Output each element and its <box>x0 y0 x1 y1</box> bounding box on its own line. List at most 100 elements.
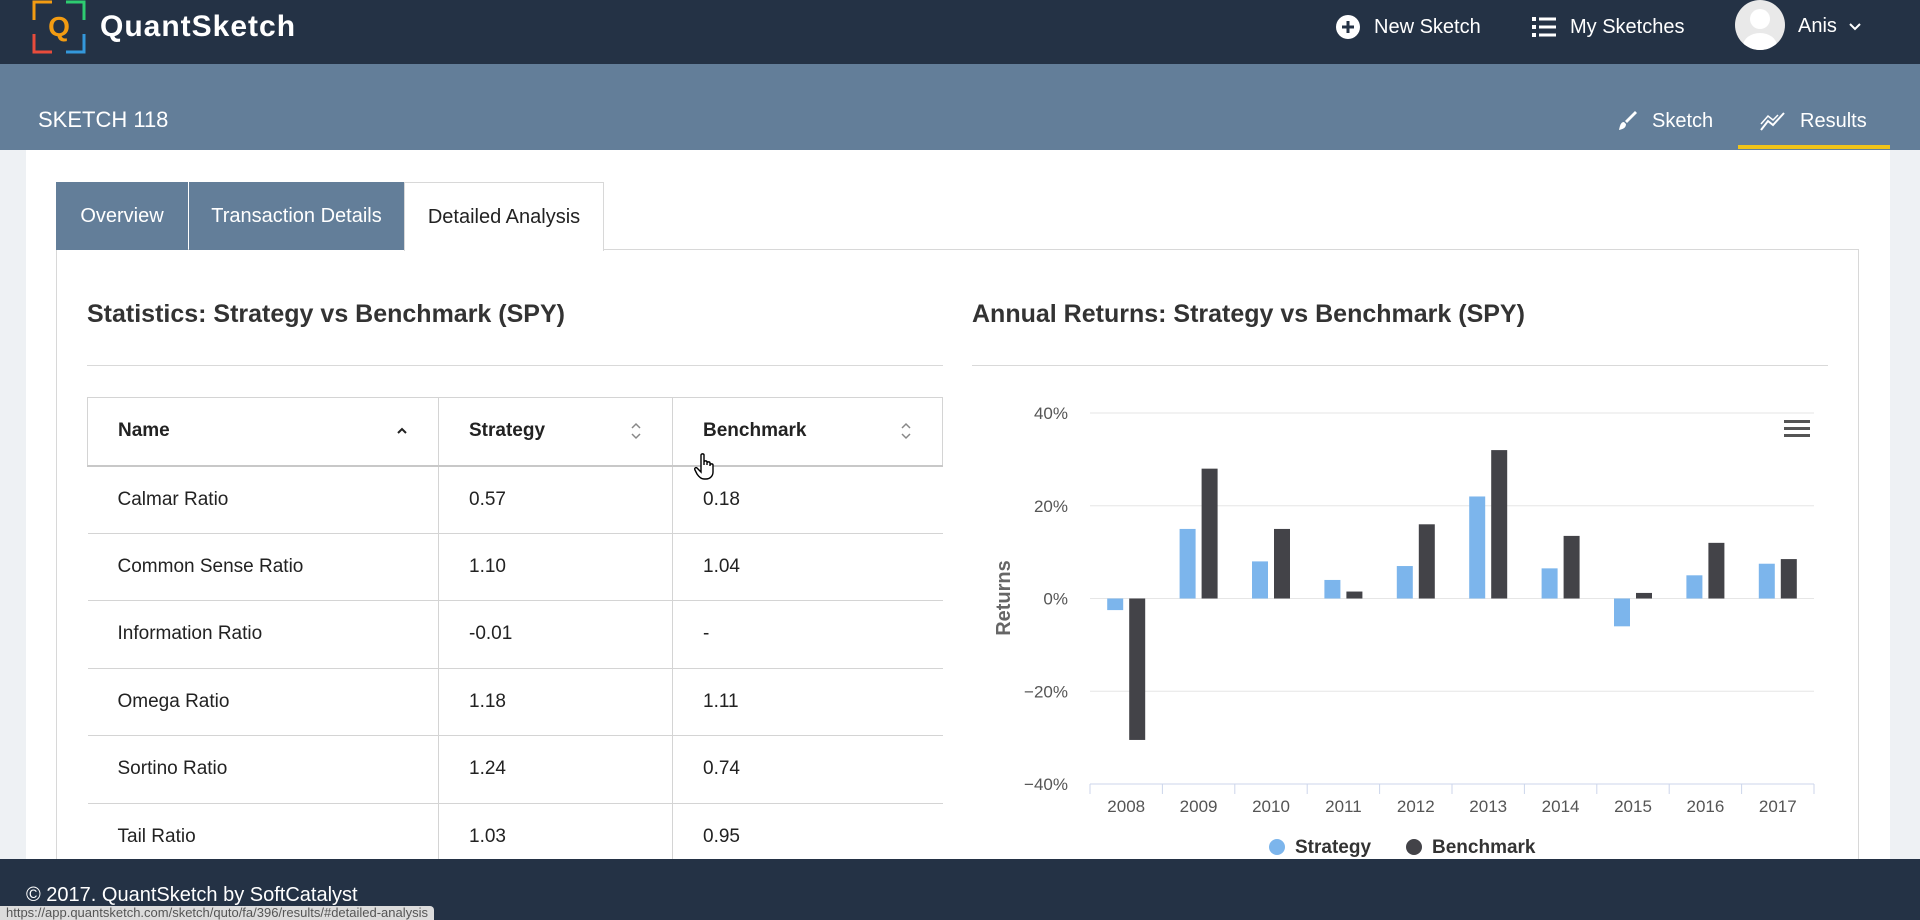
bar-benchmark-2013[interactable] <box>1491 450 1508 599</box>
column-header-name[interactable]: Name <box>87 397 439 467</box>
bar-benchmark-2015[interactable] <box>1636 592 1652 599</box>
legend-swatch <box>1269 839 1285 855</box>
bar-benchmark-2010[interactable] <box>1274 528 1290 599</box>
legend-label: Benchmark <box>1432 837 1536 858</box>
tab-sketch-label: Sketch <box>1652 109 1714 132</box>
hand-pointer-icon <box>694 453 714 480</box>
cell-name: Common Sense Ratio <box>87 532 439 601</box>
my-sketches-label: My Sketches <box>1570 15 1685 38</box>
y-tick-label: −40% <box>1024 775 1068 794</box>
chart-bars <box>1107 450 1797 740</box>
chart-legend: Strategy Benchmark <box>1269 837 1536 858</box>
table-row: Omega Ratio 1.18 1.11 <box>87 667 943 736</box>
x-tick-label: 2017 <box>1759 797 1797 816</box>
table-row: Sortino Ratio 1.24 0.74 <box>87 735 943 804</box>
detailed-analysis-panel <box>56 249 1859 869</box>
bar-benchmark-2011[interactable] <box>1346 591 1363 599</box>
x-tick-label: 2012 <box>1397 797 1435 816</box>
avatar[interactable] <box>1735 0 1785 50</box>
x-tick-label: 2008 <box>1107 797 1145 816</box>
y-tick-label: 0% <box>1043 590 1068 609</box>
cell-strategy: 1.24 <box>438 735 673 804</box>
x-tick-label: 2016 <box>1686 797 1724 816</box>
y-axis-label: Returns <box>993 560 1015 636</box>
cell-name: Sortino Ratio <box>87 735 439 804</box>
bar-strategy-2017[interactable] <box>1758 563 1775 599</box>
x-tick-label: 2009 <box>1180 797 1218 816</box>
tab-sketch[interactable]: Sketch <box>1618 104 1713 138</box>
top-navbar: Q QuantSketch New Sketch My Sketches Ani… <box>0 0 1920 64</box>
stats-divider <box>87 365 943 366</box>
table-row: Common Sense Ratio 1.10 1.04 <box>87 532 943 601</box>
column-strategy-label: Strategy <box>469 420 546 442</box>
bar-benchmark-2014[interactable] <box>1563 535 1580 599</box>
my-sketches-button[interactable]: My Sketches <box>1532 13 1684 41</box>
tab-detailed-analysis[interactable]: Detailed Analysis <box>404 182 604 251</box>
bar-strategy-2014[interactable] <box>1541 568 1558 599</box>
bar-strategy-2011[interactable] <box>1324 579 1341 599</box>
cell-benchmark: 0.18 <box>672 465 943 534</box>
bar-strategy-2015[interactable] <box>1614 598 1630 627</box>
brand-name[interactable]: QuantSketch <box>100 10 297 43</box>
cell-name: Calmar Ratio <box>87 465 439 534</box>
x-tick-label: 2015 <box>1614 797 1652 816</box>
new-sketch-button[interactable]: New Sketch <box>1336 13 1481 41</box>
user-silhouette-icon <box>1743 9 1777 50</box>
cell-strategy: -0.01 <box>438 600 673 669</box>
results-tab-indicator <box>1738 145 1890 149</box>
sort-ascending-icon <box>397 427 407 434</box>
bar-strategy-2008[interactable] <box>1107 598 1124 611</box>
new-sketch-label: New Sketch <box>1374 15 1481 38</box>
sketch-title: SKETCH 118 <box>38 107 169 132</box>
bar-benchmark-2017[interactable] <box>1780 559 1797 599</box>
bar-benchmark-2009[interactable] <box>1201 468 1218 599</box>
bar-strategy-2010[interactable] <box>1252 561 1268 599</box>
cell-benchmark: 1.11 <box>672 667 943 736</box>
cell-strategy: 1.18 <box>438 667 673 736</box>
cell-strategy: 0.57 <box>438 465 673 534</box>
chart-menu-icon[interactable] <box>1784 420 1810 437</box>
quantsketch-logo-icon[interactable]: Q <box>32 0 86 54</box>
table-row: Calmar Ratio 0.57 0.18 <box>87 465 943 534</box>
y-tick-label: −20% <box>1024 682 1068 701</box>
chart-section-title: Annual Returns: Strategy vs Benchmark (S… <box>972 300 1525 328</box>
legend-item-benchmark[interactable]: Benchmark <box>1406 837 1536 858</box>
tab-transaction-details[interactable]: Transaction Details <box>189 182 404 250</box>
bar-benchmark-2012[interactable] <box>1418 524 1435 599</box>
x-tick-label: 2013 <box>1469 797 1507 816</box>
cell-benchmark: 0.74 <box>672 735 943 804</box>
legend-item-strategy[interactable]: Strategy <box>1269 837 1371 858</box>
y-axis-ticks: 40% 20% 0% −20% −40% <box>1024 404 1068 794</box>
cell-name: Omega Ratio <box>87 667 439 736</box>
bar-strategy-2013[interactable] <box>1469 496 1486 599</box>
x-tick-label: 2011 <box>1325 797 1362 816</box>
column-header-strategy[interactable]: Strategy <box>438 397 673 467</box>
x-axis: 2008 2009 2010 2011 2012 2013 2014 2015 2016 2017 <box>1089 783 1815 816</box>
cell-benchmark: 1.04 <box>672 532 943 601</box>
sketch-header: SKETCH 118 Sketch Results <box>0 64 1920 150</box>
sort-icon <box>901 423 911 440</box>
x-tick-label: 2010 <box>1252 797 1290 816</box>
cell-name: Information Ratio <box>87 600 439 669</box>
bar-strategy-2009[interactable] <box>1179 528 1196 599</box>
svg-text:Q: Q <box>48 11 70 42</box>
bar-strategy-2012[interactable] <box>1396 566 1413 599</box>
bar-strategy-2016[interactable] <box>1686 575 1703 599</box>
line-chart-icon <box>1760 112 1785 131</box>
chart-grid <box>1090 412 1814 785</box>
user-name[interactable]: Anis <box>1798 15 1837 37</box>
footer-copyright: © 2017. QuantSketch by SoftCatalyst <box>26 884 358 906</box>
column-name-label: Name <box>118 420 170 442</box>
bar-benchmark-2016[interactable] <box>1708 542 1725 599</box>
stats-title: Statistics: Strategy vs Benchmark (SPY) <box>87 300 565 328</box>
annual-returns-chart: 40% 20% 0% −20% −40% 2008 2009 2010 2011 2012 201… <box>993 404 1815 858</box>
stats-table: Name Strategy Benchmark Calmar Ratio 0.5… <box>87 397 943 871</box>
y-tick-label: 20% <box>1034 497 1068 516</box>
tab-results[interactable]: Results <box>1760 104 1867 138</box>
tab-overview[interactable]: Overview <box>56 182 188 250</box>
list-icon <box>1532 17 1556 37</box>
chevron-down-icon[interactable] <box>1848 22 1862 32</box>
cell-benchmark: - <box>672 600 943 669</box>
bar-benchmark-2008[interactable] <box>1129 598 1146 740</box>
column-header-benchmark[interactable]: Benchmark <box>672 397 943 467</box>
